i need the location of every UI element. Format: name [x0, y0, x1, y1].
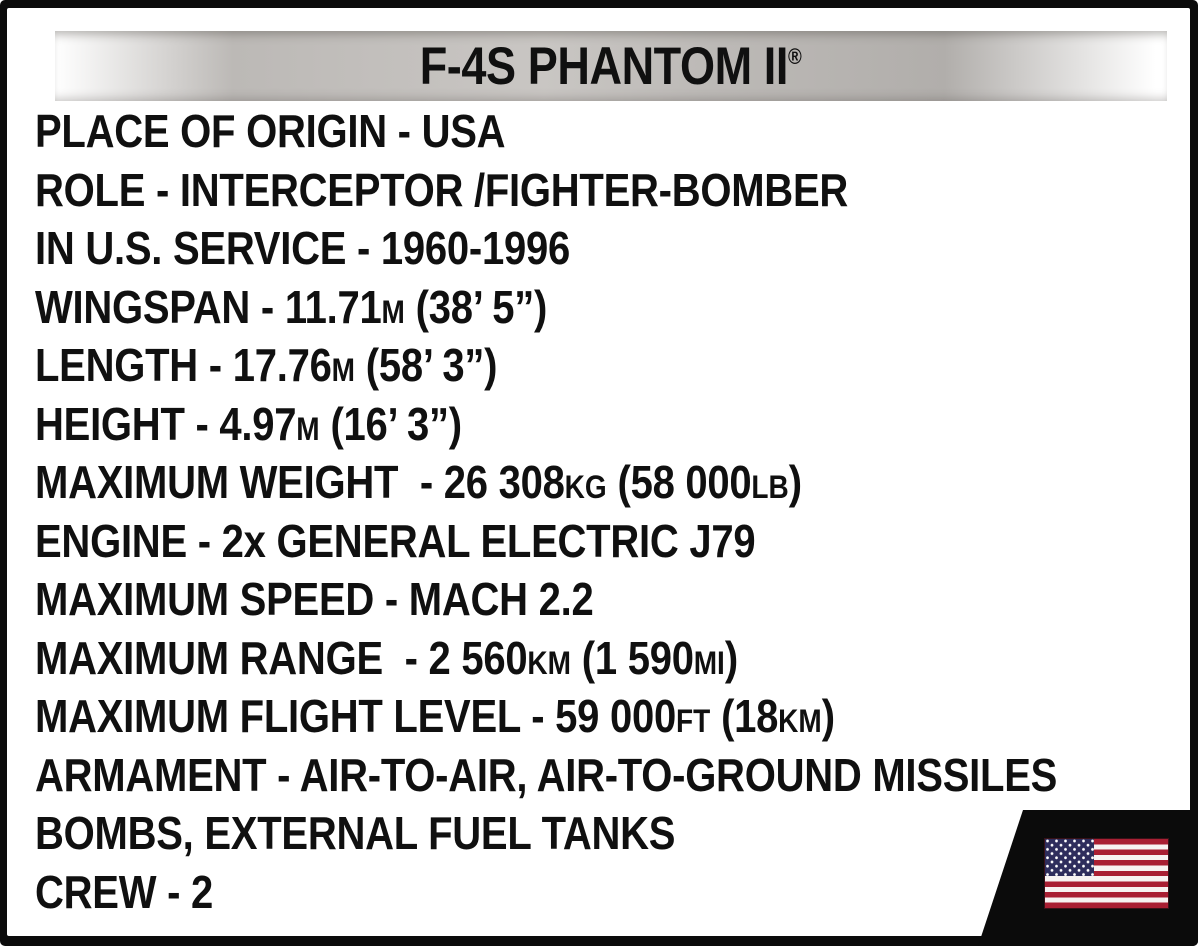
- spec-text: HEIGHT - 4.97: [35, 397, 297, 450]
- spec-text: (16’ 3”): [319, 397, 462, 450]
- spec-line: BOMBS, EXTERNAL FUEL TANKS: [35, 804, 1057, 863]
- spec-text: (38’ 5”): [404, 280, 548, 333]
- spec-unit-text: M: [381, 293, 405, 330]
- spec-line: ENGINE - 2x GENERAL ELECTRIC J79: [35, 512, 1057, 571]
- spec-text: WINGSPAN - 11.71: [35, 280, 382, 333]
- title-text: F-4S PHANTOM II: [419, 36, 789, 96]
- spec-text: ): [788, 456, 802, 508]
- title-bar: F-4S PHANTOM II®: [55, 31, 1167, 101]
- spec-text: MAXIMUM FLIGHT LEVEL - 59 000: [35, 690, 676, 742]
- spec-line: IN U.S. SERVICE - 1960-1996: [35, 219, 1057, 278]
- spec-unit-text: FT: [675, 703, 711, 739]
- usa-flag: [1045, 839, 1168, 908]
- spec-text: (58 000: [606, 456, 752, 508]
- spec-line: LENGTH - 17.76M (58’ 3”): [35, 336, 1057, 395]
- spec-unit-text: LB: [751, 469, 789, 505]
- spec-unit-text: KM: [527, 644, 571, 681]
- spec-text: IN U.S. SERVICE - 1960-1996: [35, 222, 570, 274]
- spec-line: ROLE - INTERCEPTOR /FIGHTER-BOMBER: [35, 161, 1057, 220]
- spec-line: MAXIMUM FLIGHT LEVEL - 59 000FT (18KM): [35, 687, 1057, 746]
- spec-line: MAXIMUM WEIGHT - 26 308KG (58 000LB): [35, 453, 1057, 512]
- page-title: F-4S PHANTOM II®: [420, 36, 802, 97]
- spec-line: WINGSPAN - 11.71M (38’ 5”): [35, 278, 1057, 337]
- spec-unit-text: MI: [693, 644, 725, 681]
- spec-line: HEIGHT - 4.97M (16’ 3”): [35, 395, 1057, 454]
- spec-line: CREW - 2: [35, 863, 1057, 922]
- spec-text: ): [724, 631, 738, 684]
- spec-list: PLACE OF ORIGIN - USA ROLE - INTERCEPTOR …: [35, 102, 1057, 921]
- spec-unit-text: KM: [778, 703, 822, 739]
- spec-text: MAXIMUM RANGE - 2 560: [35, 631, 528, 684]
- spec-text: ): [821, 690, 835, 742]
- spec-text: MAXIMUM SPEED - MACH 2.2: [35, 573, 594, 625]
- flag-canton-stars: [1045, 839, 1094, 877]
- spec-text: (58’ 3”): [354, 339, 498, 391]
- spec-line: PLACE OF ORIGIN - USA: [35, 102, 1057, 161]
- spec-text: ARMAMENT - AIR-TO-AIR, AIR-TO-GROUND MIS…: [35, 748, 1058, 801]
- spec-text: CREW - 2: [35, 865, 214, 918]
- spec-text: PLACE OF ORIGIN - USA: [35, 105, 506, 157]
- spec-text: ROLE - INTERCEPTOR /FIGHTER-BOMBER: [35, 163, 849, 216]
- spec-unit-text: M: [331, 352, 355, 388]
- spec-unit-text: KG: [564, 469, 607, 505]
- spec-line: MAXIMUM RANGE - 2 560KM (1 590MI): [35, 629, 1057, 688]
- registered-trademark: ®: [788, 43, 803, 69]
- spec-text: (1 590: [570, 631, 694, 684]
- spec-line: ARMAMENT - AIR-TO-AIR, AIR-TO-GROUND MIS…: [35, 746, 1057, 805]
- spec-text: (18: [710, 690, 779, 742]
- spec-card-background: [7, 8, 1190, 936]
- spec-text: MAXIMUM WEIGHT - 26 308: [35, 456, 565, 508]
- spec-unit-text: M: [296, 410, 320, 447]
- spec-line: MAXIMUM SPEED - MACH 2.2: [35, 570, 1057, 629]
- spec-text: ENGINE - 2x GENERAL ELECTRIC J79: [35, 514, 756, 567]
- spec-text: LENGTH - 17.76: [35, 339, 332, 391]
- spec-text: BOMBS, EXTERNAL FUEL TANKS: [35, 807, 676, 859]
